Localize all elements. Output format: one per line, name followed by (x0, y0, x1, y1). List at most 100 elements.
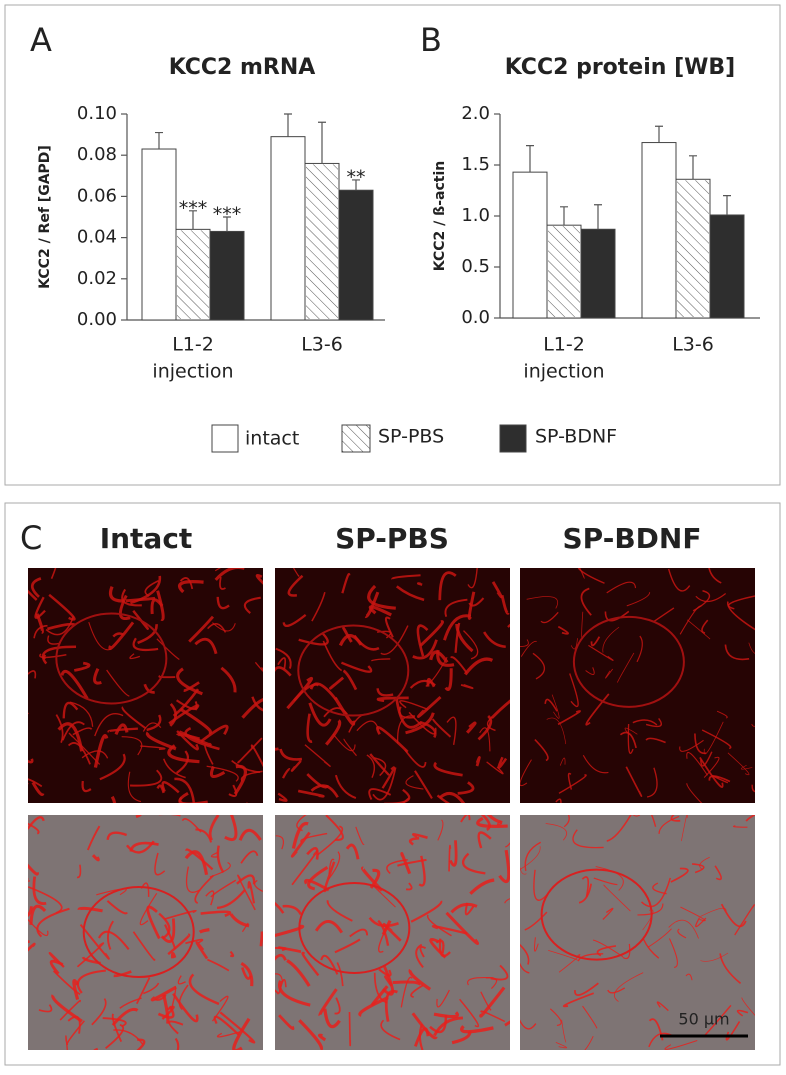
fiber (581, 876, 590, 897)
fiber (408, 836, 420, 846)
fiber (238, 828, 262, 841)
fiber (366, 754, 376, 778)
fiber (72, 727, 93, 736)
fiber (275, 953, 287, 961)
fiber (329, 676, 345, 690)
fiber (465, 721, 477, 734)
fiber (259, 931, 263, 947)
fiber (520, 846, 541, 870)
micrograph (520, 568, 755, 803)
fiber (728, 595, 755, 610)
fiber (724, 644, 750, 661)
fiber (342, 626, 353, 643)
fiber (367, 584, 396, 610)
fiber (304, 878, 330, 892)
fiber (534, 738, 549, 762)
fiber (282, 768, 291, 779)
fiber (438, 571, 457, 601)
fiber (247, 881, 256, 904)
fiber (341, 573, 351, 594)
fiber (200, 910, 232, 917)
fiber (28, 816, 45, 830)
fiber (73, 661, 91, 672)
fiber (178, 984, 189, 1011)
fiber (68, 732, 101, 765)
fiber (368, 916, 399, 928)
fiber (255, 574, 263, 585)
fiber (410, 900, 443, 923)
fiber (645, 718, 662, 728)
fiber (429, 938, 447, 959)
fiber (59, 999, 81, 1021)
chart-title: KCC2 protein [WB] (505, 55, 735, 80)
fiber (31, 781, 45, 796)
fiber (557, 710, 581, 726)
error-bar (723, 195, 731, 215)
error-bar (284, 113, 292, 137)
fiber (209, 765, 226, 779)
bar-hatch (677, 180, 709, 317)
fiber (384, 788, 411, 803)
fiber (585, 693, 610, 726)
fiber (408, 968, 432, 991)
fiber (176, 699, 198, 711)
fiber (477, 714, 493, 741)
column-title: SP-BDNF (563, 522, 702, 555)
fiber (194, 637, 218, 655)
fiber (486, 815, 503, 825)
fiber (619, 731, 637, 749)
fiber (455, 623, 474, 653)
fiber (582, 754, 609, 774)
fiber (483, 631, 506, 648)
fiber (61, 721, 85, 741)
fiber (224, 815, 238, 842)
fiber (142, 982, 160, 995)
fiber (546, 717, 567, 745)
fiber (582, 1005, 598, 1029)
fiber (219, 1011, 256, 1044)
fiber (237, 874, 256, 911)
fiber (431, 925, 468, 935)
fiber (402, 797, 410, 803)
fiber (668, 938, 678, 968)
fiber (751, 784, 755, 793)
fiber (214, 568, 221, 572)
fiber (450, 902, 478, 914)
fiber (169, 702, 178, 727)
fiber (410, 984, 424, 998)
fiber (622, 943, 631, 960)
fiber (219, 576, 226, 590)
y-tick-label: 0.04 (77, 227, 117, 248)
fiber (237, 737, 263, 764)
fiber (745, 815, 755, 822)
fiber (229, 950, 235, 958)
x-tick-label: L3-6 (301, 334, 343, 356)
fiber (371, 658, 391, 662)
fiber (467, 591, 476, 620)
fiber (291, 821, 309, 849)
fiber (176, 730, 199, 751)
fiber (592, 939, 624, 958)
fiber (398, 706, 415, 719)
x-tick-sublabel: injection (152, 361, 233, 383)
fiber (590, 636, 601, 647)
fiber (286, 959, 311, 987)
fiber (448, 844, 452, 872)
fiber (67, 742, 91, 765)
bar-hatch (548, 226, 580, 317)
fiber (292, 568, 300, 577)
fiber (593, 877, 618, 886)
fiber (577, 568, 605, 584)
fiber (72, 979, 80, 1000)
fiber (454, 622, 461, 653)
fiber (504, 842, 510, 848)
fiber (76, 864, 82, 879)
fiber (91, 854, 100, 862)
fiber (632, 719, 658, 726)
fiber (368, 788, 392, 800)
fiber (28, 878, 31, 882)
fiber (275, 666, 292, 677)
bar (641, 142, 677, 319)
fiber (93, 1047, 99, 1050)
cell-outline (55, 612, 168, 705)
